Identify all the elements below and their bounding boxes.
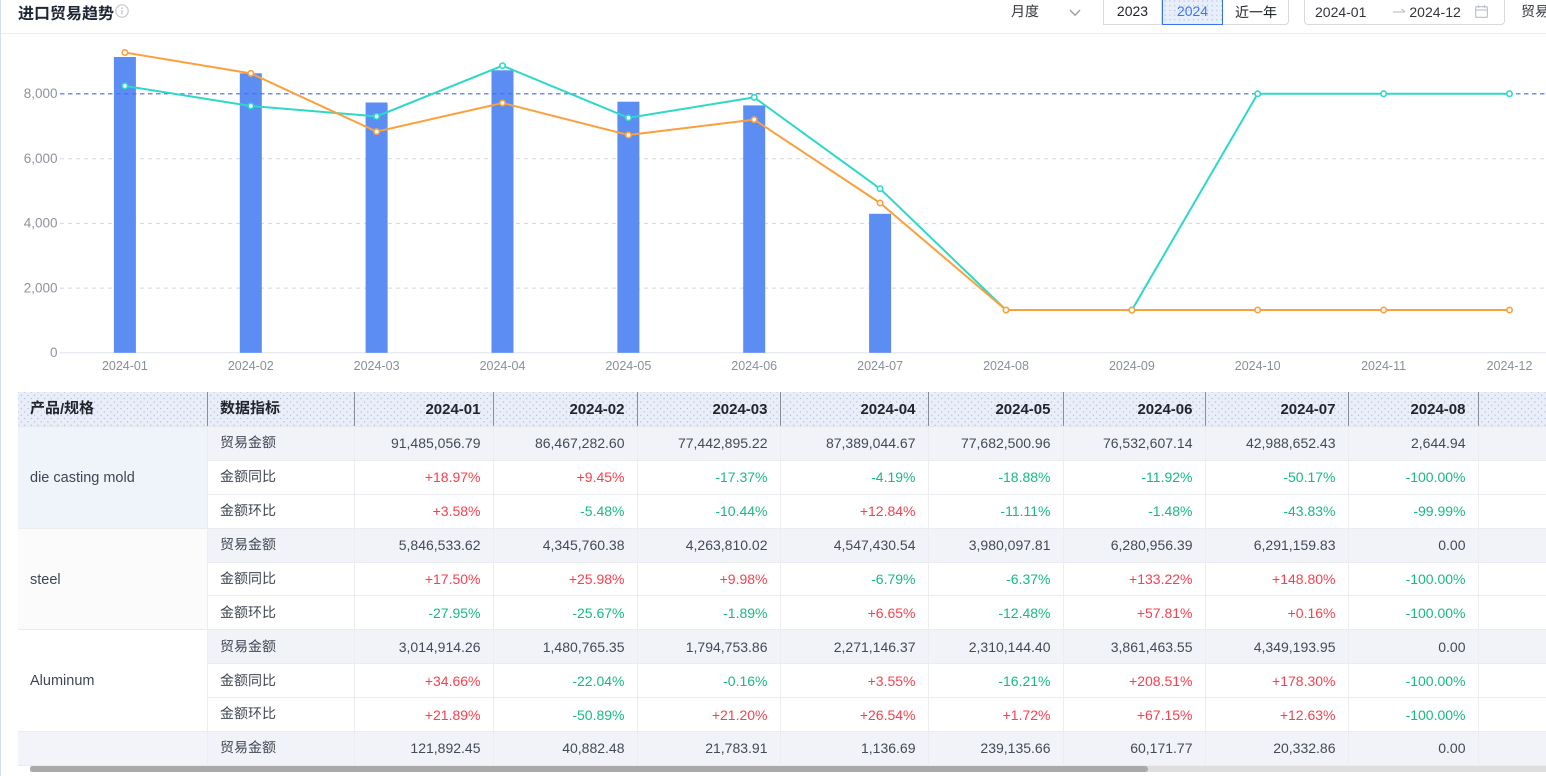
svg-text:2024-02: 2024-02 [228,359,274,373]
svg-text:2024-08: 2024-08 [983,359,1029,373]
svg-text:2024-06: 2024-06 [731,359,777,373]
svg-text:2024-03: 2024-03 [354,359,400,373]
svg-text:2024-04: 2024-04 [480,359,526,373]
svg-text:2,000: 2,000 [24,280,58,295]
svg-text:2024-01: 2024-01 [102,359,148,373]
svg-text:2024-05: 2024-05 [605,359,651,373]
svg-text:0: 0 [50,345,58,360]
svg-text:2024-10: 2024-10 [1235,359,1281,373]
svg-text:2024-11: 2024-11 [1361,359,1406,373]
svg-text:6,000: 6,000 [24,151,58,166]
svg-text:2024-09: 2024-09 [1109,359,1155,373]
svg-text:2024-07: 2024-07 [857,359,903,373]
svg-text:2024-12: 2024-12 [1487,359,1533,373]
svg-text:8,000: 8,000 [24,86,58,101]
svg-text:4,000: 4,000 [24,216,58,231]
